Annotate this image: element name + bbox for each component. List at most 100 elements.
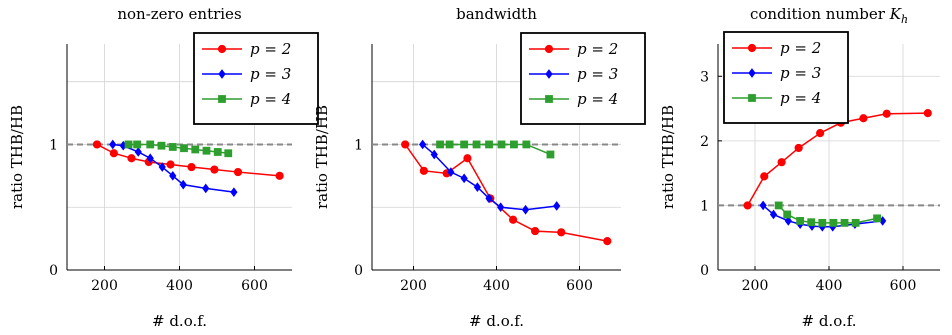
data-point	[760, 172, 769, 181]
x-tick-label: 600	[566, 278, 593, 294]
data-point	[179, 179, 187, 190]
data-point	[109, 149, 118, 158]
data-point	[419, 139, 427, 150]
data-point	[275, 171, 284, 180]
legend-label: p = 3	[780, 64, 821, 82]
data-point	[146, 140, 155, 149]
data-point	[497, 140, 506, 149]
series-p-4	[436, 140, 555, 159]
x-tick-label: 600	[890, 278, 917, 294]
data-point	[796, 217, 805, 225]
legend-swatch-marker	[748, 94, 756, 102]
data-point	[783, 210, 792, 219]
y-tick-label: 3	[700, 69, 709, 85]
data-point	[230, 187, 238, 197]
data-point	[109, 139, 117, 150]
chart-title: non-zero entries	[117, 5, 241, 23]
data-point	[191, 145, 200, 154]
data-point	[146, 153, 154, 164]
legend-box	[193, 32, 319, 125]
legend-label: p = 2	[780, 39, 821, 57]
data-point	[460, 140, 469, 149]
data-point	[460, 173, 468, 184]
data-point	[807, 218, 816, 227]
data-point	[187, 162, 196, 172]
data-point	[485, 193, 493, 204]
y-tick-label: 0	[354, 263, 363, 279]
data-point	[134, 147, 142, 157]
data-point	[851, 218, 860, 227]
legend-swatch-marker	[544, 44, 554, 54]
y-axis-label: ratio THB/HB	[8, 105, 26, 209]
series-p-2	[92, 140, 284, 180]
x-axis-label: # d.o.f.	[801, 312, 856, 330]
data-point	[923, 108, 932, 118]
series-p-3	[419, 139, 561, 215]
data-point	[743, 201, 752, 210]
legend-swatch-marker	[218, 69, 226, 79]
y-axis-label: ratio THB/HB	[313, 105, 331, 209]
legend-label: p = 4	[250, 90, 291, 108]
data-point	[557, 228, 566, 237]
data-point	[510, 140, 518, 149]
x-tick-label: 200	[742, 278, 769, 294]
legend-label: p = 4	[780, 89, 821, 107]
data-point	[816, 129, 825, 138]
series-line	[778, 204, 878, 224]
legend-box	[520, 32, 646, 125]
data-point	[777, 158, 786, 167]
series-line	[128, 143, 229, 154]
data-point	[553, 201, 561, 211]
legend-label: p = 3	[250, 65, 291, 83]
x-tick-label: 400	[166, 278, 193, 294]
data-point	[202, 146, 211, 155]
chart-non-zero-entries: 200 400 600 0 1 non-zero entries # d.o.f. ratio…	[8, 5, 319, 330]
data-point	[169, 170, 177, 181]
x-tick-label: 200	[91, 278, 118, 294]
data-point	[447, 167, 455, 177]
x-tick-label: 400	[816, 278, 843, 294]
legend: p = 2 p = 3 p = 4	[520, 32, 646, 125]
data-point	[233, 167, 243, 177]
data-point	[818, 218, 827, 227]
data-point	[436, 140, 444, 149]
legend-swatch-marker	[747, 43, 757, 53]
chart-title: condition number Kh	[750, 5, 908, 26]
data-point	[213, 148, 222, 156]
data-point	[769, 209, 778, 220]
chart-bandwidth: 200 400 600 0 1 bandwidth # d.o.f. ratio THB/HB…	[313, 5, 646, 330]
legend-swatch-marker	[218, 95, 226, 103]
data-point	[158, 162, 166, 172]
legend-swatch-marker	[748, 68, 756, 78]
data-point	[210, 165, 219, 174]
legend-label: p = 2	[577, 40, 618, 58]
x-tick-label: 200	[400, 278, 427, 294]
data-point	[859, 114, 868, 123]
x-tick-label: 400	[483, 278, 510, 294]
legend-label: p = 4	[577, 90, 618, 108]
legend-swatch-marker	[217, 44, 227, 54]
data-point	[603, 237, 612, 246]
y-tick-label: 0	[700, 263, 709, 279]
data-point	[127, 154, 136, 163]
chart-title: bandwidth	[456, 5, 537, 23]
data-point	[445, 140, 454, 149]
x-axis-label: # d.o.f.	[152, 312, 207, 330]
x-axis-label: # d.o.f.	[469, 312, 524, 330]
data-point	[124, 140, 133, 149]
data-point	[401, 140, 410, 149]
data-point	[202, 183, 210, 194]
series-p-4	[774, 201, 882, 227]
series-p-4	[124, 140, 233, 158]
legend-swatch-marker	[545, 69, 553, 79]
data-point	[157, 141, 166, 150]
data-point	[873, 214, 882, 223]
y-axis-label: ratio THB/HB	[659, 105, 677, 209]
data-point	[133, 140, 142, 149]
data-point	[224, 149, 233, 158]
y-tick-label: 1	[700, 198, 709, 214]
data-point	[882, 109, 891, 118]
data-point	[166, 160, 175, 169]
data-point	[522, 140, 531, 149]
